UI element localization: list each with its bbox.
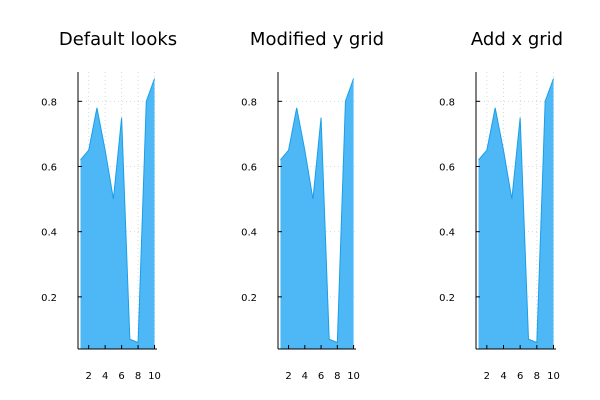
panel-3-x-tick-label-5: 10 xyxy=(547,371,560,382)
panel-2-axes xyxy=(277,72,356,350)
panel-2-x-tick-labels: 2 4 6 8 10 xyxy=(285,371,360,382)
panel-3-y-tick-label-3: 0.6 xyxy=(439,163,455,174)
panel-2-x-tick-label-1: 2 xyxy=(285,371,291,382)
panel-2-series-line xyxy=(280,78,355,344)
panel-1-y-tick-label-3: 0.6 xyxy=(41,163,57,174)
panel-1-x-tick-label-4: 8 xyxy=(135,371,141,382)
panel-3-axes xyxy=(475,72,556,350)
panel-3-y-tick-label-4: 0.8 xyxy=(439,97,455,108)
panel-3-series-line xyxy=(478,78,554,344)
panel-2-area-fill xyxy=(280,78,354,350)
panel-1-axes xyxy=(77,72,157,350)
panel-1-area-fill xyxy=(80,78,155,350)
panel-1-y-tick-label-1: 0.2 xyxy=(41,293,57,304)
panel-1-title: Default looks xyxy=(59,29,177,50)
panel-3-x-tick-label-2: 4 xyxy=(500,371,506,382)
panel-3-area-fill xyxy=(478,78,554,350)
panel-2-area xyxy=(280,78,355,350)
panel-3-y-tick-labels: 0.2 0.4 0.6 0.8 xyxy=(439,97,455,304)
panel-3-title: Add x grid xyxy=(471,29,563,50)
panel-3-x-tick-labels: 2 4 6 8 10 xyxy=(484,371,560,382)
panel-2-title: Modified y grid xyxy=(250,29,384,50)
panel-2-x-tick-label-2: 4 xyxy=(302,371,308,382)
panel-1-x-tick-label-3: 6 xyxy=(118,371,124,382)
panel-2-y-tick-label-3: 0.6 xyxy=(241,163,257,174)
panel-1-y-tick-labels: 0.2 0.4 0.6 0.8 xyxy=(41,97,57,304)
panel-1-y-tick-label-4: 0.8 xyxy=(41,97,57,108)
panel-3-x-tick-label-3: 6 xyxy=(517,371,523,382)
panel-3-area xyxy=(478,78,554,350)
panel-3-y-tick-label-2: 0.4 xyxy=(439,228,455,239)
panel-2-x-tick-label-4: 8 xyxy=(334,371,340,382)
panel-2-x-tick-label-5: 10 xyxy=(347,371,360,382)
panel-1-series-line xyxy=(80,78,156,344)
panel-2: Modified y grid 2 4 6 8 10 0.2 0.4 0.6 0.8 xyxy=(241,29,384,382)
panel-1-x-tick-label-2: 4 xyxy=(102,371,108,382)
panel-2-y-tick-label-1: 0.2 xyxy=(241,293,257,304)
panel-1-x-tick-labels: 2 4 6 8 10 xyxy=(86,371,161,382)
panel-1-x-tick-label-1: 2 xyxy=(86,371,92,382)
panel-1-y-tick-label-2: 0.4 xyxy=(41,228,57,239)
panel-2-y-tick-labels: 0.2 0.4 0.6 0.8 xyxy=(241,97,257,304)
panel-1-x-tick-label-5: 10 xyxy=(148,371,161,382)
panel-2-y-tick-label-4: 0.8 xyxy=(241,97,257,108)
panel-2-y-tick-label-2: 0.4 xyxy=(241,228,257,239)
panel-1: Default looks 2 4 6 8 10 0.2 0.4 0.6 0.8 xyxy=(41,29,177,382)
panel-3-x-tick-label-1: 2 xyxy=(484,371,490,382)
panel-2-x-tick-label-3: 6 xyxy=(318,371,324,382)
panel-3-y-tick-label-1: 0.2 xyxy=(439,293,455,304)
panel-3: Add x grid 2 4 6 8 10 0.2 0.4 0.6 0.8 xyxy=(439,29,563,382)
panel-1-area xyxy=(80,78,156,350)
panel-3-x-tick-label-4: 8 xyxy=(534,371,540,382)
